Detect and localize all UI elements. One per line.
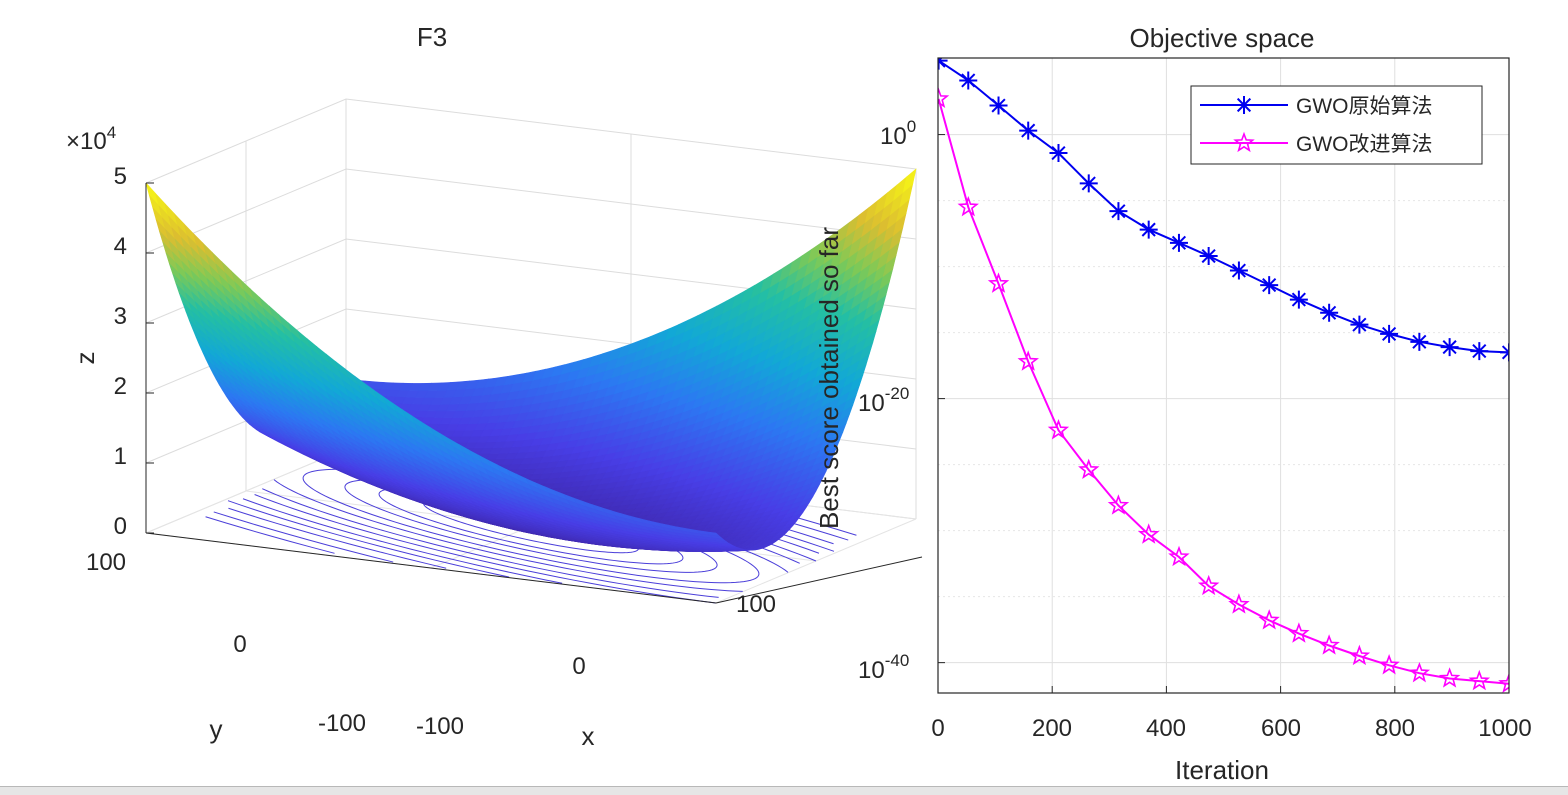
surface-plot-f3: F3 ×104 0 1 2 3 4 5 z 100 0 -100 y -100 … [66,22,922,751]
z-tick-label: 1 [114,443,127,470]
y-tick-label: 0 [233,631,246,658]
convergence-y-tick-label: 10-40 [858,651,909,684]
x-tick-label: 0 [572,653,585,680]
data-point-asterisk [1049,144,1067,162]
data-point-asterisk [1441,338,1459,356]
convergence-y-tick-label: 100 [880,117,916,150]
data-point-asterisk [1170,234,1188,252]
data-point-asterisk [1380,325,1398,343]
surface-plot-title: F3 [417,22,447,52]
legend-marker-asterisk [1235,96,1253,114]
data-point-asterisk [990,97,1008,115]
y-axis-label: y [210,714,223,744]
data-point-asterisk [959,71,977,89]
data-point-asterisk [1140,221,1158,239]
data-point-asterisk [1260,276,1278,294]
data-point-asterisk [1235,96,1253,114]
z-tick-label: 2 [114,373,127,400]
convergence-plot-title: Objective space [1130,23,1315,53]
legend: GWO原始算法 GWO改进算法 [1191,86,1482,164]
y-tick-label: 100 [86,549,126,576]
data-point-asterisk [1080,174,1098,192]
convergence-plot: Objective space 0 200 400 600 800 1000 I… [814,23,1532,785]
y-tick-labels: 100 0 -100 [86,549,366,737]
z-tick-label: 4 [114,233,127,260]
convergence-x-tick-label: 400 [1146,715,1186,742]
data-point-asterisk [1200,247,1218,265]
x-axis-label: x [582,721,595,751]
convergence-x-tick-label: 200 [1032,715,1072,742]
data-point-asterisk [1230,262,1248,280]
z-tick-labels: 0 1 2 3 4 5 [114,163,127,540]
data-point-asterisk [1019,122,1037,140]
z-tick-label: 3 [114,303,127,330]
z-axis-label: z [70,352,100,365]
data-point-asterisk [1350,316,1368,334]
z-exponent-label: ×104 [66,123,116,155]
data-point-asterisk [1290,291,1308,309]
data-point-asterisk [1109,202,1127,220]
legend-label-gwo-original: GWO原始算法 [1296,95,1433,118]
convergence-x-tick-label: 0 [931,715,944,742]
convergence-x-axis-label: Iteration [1175,755,1269,785]
legend-label-gwo-improved: GWO改进算法 [1296,133,1433,156]
x-tick-labels: -100 0 100 [416,591,776,740]
convergence-x-tick-label: 600 [1261,715,1301,742]
z-tick-label: 5 [114,163,127,190]
convergence-x-tick-labels: 0 200 400 600 800 1000 [931,715,1531,742]
x-tick-label: -100 [416,713,464,740]
z-tick-label: 0 [114,513,127,540]
convergence-y-axis-label: Best score obtained so far [814,227,844,529]
y-tick-label: -100 [318,710,366,737]
convergence-x-tick-label: 800 [1375,715,1415,742]
data-point-asterisk [1410,333,1428,351]
data-point-asterisk [1470,342,1488,360]
data-point-asterisk [1320,304,1338,322]
convergence-x-tick-label: 1000 [1478,715,1531,742]
x-tick-label: 100 [736,591,776,618]
